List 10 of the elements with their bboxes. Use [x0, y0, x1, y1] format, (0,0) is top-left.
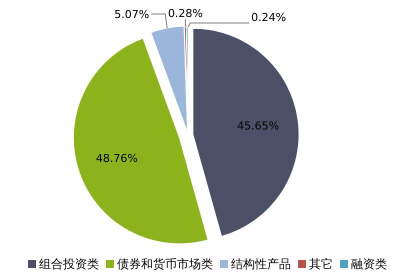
- data-label: 48.76%: [96, 152, 138, 165]
- legend-label: 债券和货币市场类: [117, 257, 213, 271]
- data-label: 5.07%: [114, 8, 150, 21]
- legend-label: 融资类: [351, 257, 387, 271]
- legend-label: 其它: [309, 257, 333, 271]
- data-label: 45.65%: [237, 119, 280, 132]
- legend-label: 结构性产品: [231, 257, 291, 271]
- data-label: 0.24%: [251, 11, 286, 24]
- legend-label: 组合投资类: [39, 257, 99, 271]
- data-label: 0.28%: [168, 7, 203, 20]
